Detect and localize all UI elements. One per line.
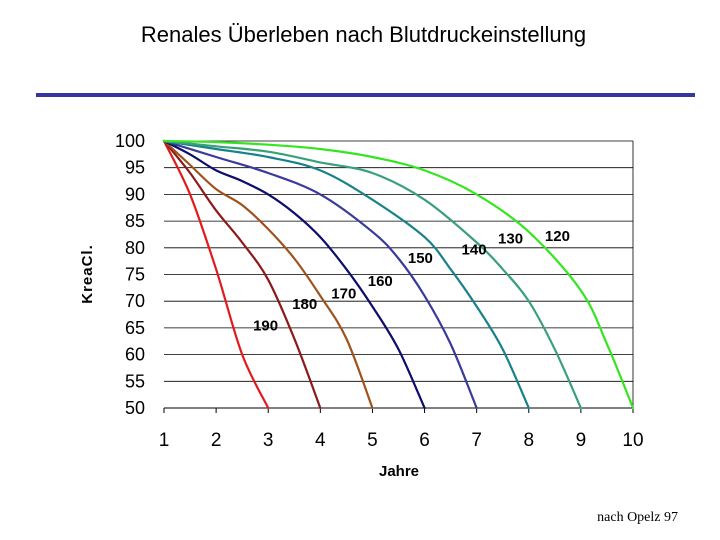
y-tick-label: 55 [125,371,145,391]
series-label-170: 170 [331,286,356,303]
x-tick-label: 9 [576,430,587,451]
y-tick-label: 60 [125,345,145,365]
series-label-190: 190 [253,318,278,335]
x-tick-label: 2 [211,430,222,451]
axes [163,141,634,413]
slide-title: Renales Überleben nach Blutdruckeinstell… [140,22,587,47]
series-line-190 [162,139,270,410]
series-label-180: 180 [292,296,317,313]
y-tick-label: 80 [125,238,145,258]
series-label-120: 120 [545,228,570,245]
y-tick-label: 50 [125,398,145,418]
x-tick-labels: 1 2 3 4 5 6 7 8 9 10 [159,430,644,451]
series-line-150 [162,139,478,410]
series-lines [162,139,635,410]
x-tick-label: 3 [263,430,274,451]
series-line-170 [162,139,374,410]
x-tick-label: 8 [523,430,534,451]
series-line-120 [162,139,635,410]
series-line-130 [162,139,582,410]
x-tick-label: 4 [315,430,326,451]
y-tick-label: 85 [125,211,145,231]
x-axis-title: Jahre [379,463,419,480]
y-tick-labels: 100 95 90 85 80 75 70 65 60 55 50 [115,131,145,418]
x-tick-label: 5 [367,430,378,451]
series-line-160 [162,139,426,410]
y-axis-title: KreaCl. [79,244,96,304]
y-tick-label: 90 [125,184,145,204]
series-label-140: 140 [462,242,487,259]
x-tick-label: 10 [622,430,643,451]
series-line-180 [162,139,322,410]
y-tick-label: 100 [115,131,145,151]
y-tick-label: 65 [125,318,145,338]
series-label-150: 150 [408,250,433,267]
title-divider [36,93,695,97]
y-tick-label: 70 [125,291,145,311]
series-label-160: 160 [368,273,393,290]
source-note: nach Opelz 97 [597,510,678,525]
y-tick-label: 95 [125,158,145,178]
x-tick-label: 1 [159,430,170,451]
series-labels: 190 180 170 160 150 140 130 120 [253,228,570,335]
series-label-130: 130 [498,231,523,248]
x-tick-label: 6 [419,430,430,451]
y-tick-label: 75 [125,265,145,285]
x-tick-label: 7 [471,430,482,451]
series-line-140 [162,139,530,410]
